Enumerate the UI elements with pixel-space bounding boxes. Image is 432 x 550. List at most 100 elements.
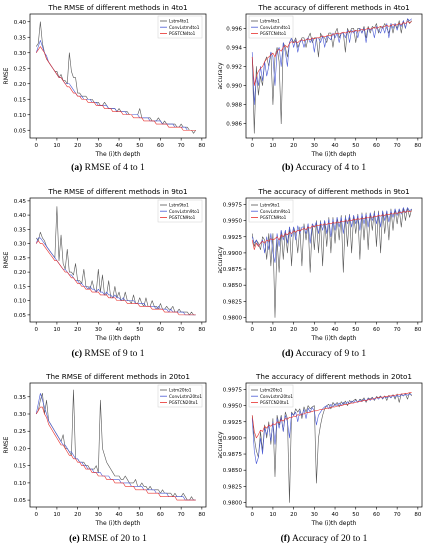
legend-label: PGSTCN20to1 [169, 400, 198, 405]
x-tick-label: 10 [53, 327, 60, 333]
legend-label: ConvLstm4to1 [169, 25, 200, 30]
y-tick-label: 0.9800 [223, 315, 243, 321]
y-tick-label: 0.25 [14, 66, 27, 72]
plot-frame [245, 13, 423, 139]
x-tick-label: 40 [116, 512, 123, 518]
x-tick-label: 80 [198, 327, 205, 333]
legend-label: Lstm9to1 [260, 203, 280, 208]
chart-title: The accuracy of different methods in 20t… [255, 372, 412, 381]
series-line-PGSTCN4to1 [35, 46, 196, 131]
x-tick-label: 70 [178, 143, 185, 149]
x-tick-label: 20 [74, 143, 81, 149]
x-tick-label: 0 [250, 143, 254, 149]
chart-svg: The accuracy of different methods in 4to… [217, 3, 423, 158]
chart-title: The RMSE of different methods in 4to1 [47, 3, 187, 12]
y-tick-label: 0.15 [14, 464, 27, 470]
x-tick-label: 60 [373, 143, 380, 149]
y-tick-label: 0.988 [226, 103, 242, 109]
caption-c: (c) RMSE of 9 to 1 [0, 349, 216, 359]
y-tick-label: 0.45 [14, 199, 27, 205]
y-tick-label: 0.990 [226, 84, 242, 90]
y-tick-label: 0.992 [226, 64, 242, 70]
plot-frame [29, 13, 207, 139]
y-tick-label: 0.9800 [223, 500, 243, 506]
y-tick-label: 0.9950 [223, 219, 243, 225]
chart-rmse-9to1: The RMSE of different methods in 9to1 0 10… [0, 184, 216, 356]
x-tick-label: 50 [136, 143, 143, 149]
x-tick-label: 70 [394, 512, 401, 518]
series-line-ConvLstm4to1 [35, 40, 196, 131]
x-tick-label: 20 [290, 143, 297, 149]
chart-accuracy-4to1: The accuracy of different methods in 4to… [216, 0, 432, 172]
x-tick-label: 70 [394, 327, 401, 333]
legend-label: Lstm4to1 [169, 19, 189, 24]
x-tick-label: 20 [74, 327, 81, 333]
x-tick-label: 40 [332, 512, 339, 518]
caption-a-label: (a) [71, 163, 83, 173]
x-tick-label: 40 [332, 143, 339, 149]
y-tick-label: 0.35 [14, 227, 27, 233]
x-tick-label: 30 [311, 327, 318, 333]
y-tick-label: 0.986 [226, 122, 242, 128]
y-axis-label: accuracy [217, 246, 224, 274]
legend-label: PGSTCN4to1 [169, 31, 196, 36]
x-tick-label: 80 [414, 512, 421, 518]
legend-box [157, 199, 203, 223]
x-tick-label: 0 [250, 512, 254, 518]
legend-label: Lstm20to1 [260, 388, 283, 393]
y-tick-label: 0.10 [14, 299, 27, 305]
x-tick-label: 60 [157, 512, 164, 518]
series-line-PGSTCN9to1 [35, 240, 196, 316]
x-tick-label: 10 [53, 143, 60, 149]
caption-f-text: Accuracy of 20 to 1 [291, 534, 368, 544]
x-tick-label: 50 [352, 143, 359, 149]
series-line-Lstm4to1 [251, 18, 412, 134]
caption-e: (e) RMSE of 20 to 1 [0, 534, 216, 544]
y-tick-label: 0.05 [14, 128, 27, 134]
x-tick-label: 30 [311, 512, 318, 518]
y-tick-label: 0.30 [14, 51, 27, 57]
y-tick-label: 0.25 [14, 256, 27, 262]
series-line-PGSTCN20to1 [251, 392, 412, 439]
x-tick-label: 60 [373, 512, 380, 518]
y-tick-label: 0.35 [14, 35, 27, 41]
y-tick-label: 0.15 [14, 284, 27, 290]
series-line-Lstm20to1 [35, 389, 196, 501]
x-tick-label: 10 [53, 512, 60, 518]
chart-accuracy-9to1: The accuracy of different methods in 9to… [216, 184, 432, 356]
legend-box [157, 384, 203, 408]
x-tick-label: 70 [394, 143, 401, 149]
x-tick-label: 30 [95, 143, 102, 149]
x-axis-label: The (i)th depth [95, 335, 141, 342]
chart-rmse-20to1: The RMSE of different methods in 20to1 0 1… [0, 369, 216, 541]
caption-f-label: (f) [280, 534, 291, 544]
x-axis-label: The (i)th depth [95, 151, 141, 158]
x-tick-label: 0 [250, 327, 254, 333]
caption-e-label: (e) [69, 534, 80, 544]
x-tick-label: 60 [157, 143, 164, 149]
chart-accuracy-20to1: The accuracy of different methods in 20t… [216, 369, 432, 541]
y-tick-label: 0.9925 [223, 420, 243, 426]
y-tick-label: 0.40 [14, 213, 27, 219]
x-tick-label: 20 [290, 327, 297, 333]
y-tick-label: 0.20 [14, 270, 27, 276]
plot-frame [29, 197, 207, 323]
x-tick-label: 10 [269, 143, 276, 149]
y-tick-label: 0.9825 [223, 484, 243, 490]
x-tick-label: 40 [116, 327, 123, 333]
x-tick-label: 30 [311, 143, 318, 149]
series-line-PGSTCN20to1 [35, 406, 196, 501]
x-tick-label: 60 [157, 327, 164, 333]
x-tick-label: 30 [95, 512, 102, 518]
caption-b: (b) Accuracy of 4 to 1 [216, 163, 432, 173]
legend-label: Lstm9to1 [169, 203, 189, 208]
legend-label: ConvLstm20to1 [169, 394, 202, 399]
x-tick-label: 10 [269, 327, 276, 333]
x-tick-label: 50 [136, 327, 143, 333]
chart-svg: The RMSE of different methods in 9to1 0 10… [3, 187, 207, 342]
caption-f: (f) Accuracy of 20 to 1 [216, 534, 432, 544]
x-axis-label: The (i)th depth [311, 335, 357, 342]
y-tick-label: 0.9875 [223, 452, 243, 458]
legend-label: ConvLstm9to1 [169, 209, 200, 214]
x-axis-label: The (i)th depth [311, 520, 357, 527]
